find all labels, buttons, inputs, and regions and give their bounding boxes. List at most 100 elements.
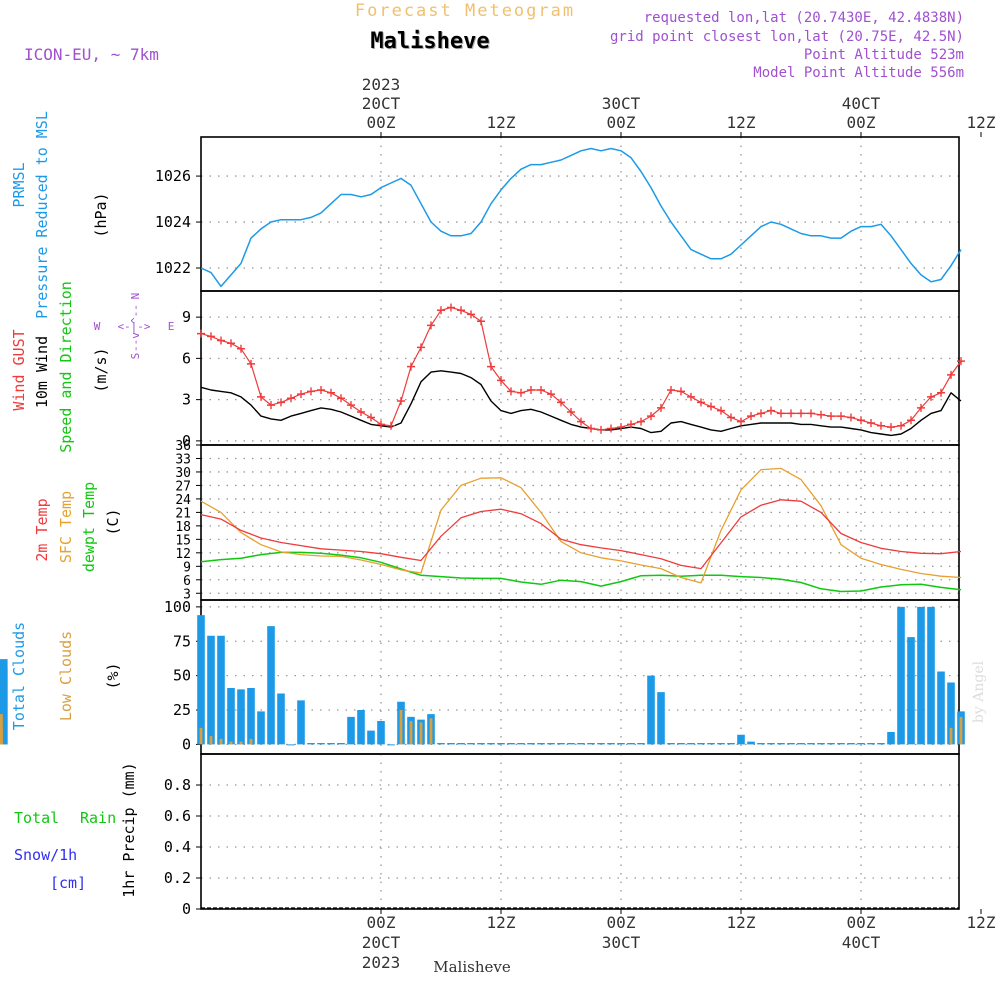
wind-gust-marker xyxy=(597,425,605,434)
ms-unit: (m/s) xyxy=(92,347,110,392)
total-cloud-bar xyxy=(267,626,275,745)
bottom-time-label: 40CT xyxy=(842,933,881,952)
total-cloud-bar xyxy=(757,743,765,745)
celsius-unit: (C) xyxy=(104,508,122,535)
total-label: Total xyxy=(14,809,59,827)
wind-gust-marker xyxy=(507,387,515,396)
wind-gust-marker xyxy=(627,420,635,429)
pressure-msl-label: Pressure Reduced to MSL xyxy=(33,111,51,319)
wind-gust-marker xyxy=(537,386,545,394)
total-cloud-bar xyxy=(517,743,525,745)
wind-gust-marker xyxy=(437,306,445,315)
total-cloud-bar xyxy=(317,743,325,745)
total-cloud-bar xyxy=(667,743,675,745)
total-cloud-bar xyxy=(637,743,645,745)
total-cloud-bar xyxy=(867,743,875,745)
wind-gust-marker xyxy=(407,362,415,371)
pressure-line xyxy=(200,147,962,288)
total-cloud-bar xyxy=(847,743,855,745)
total-cloud-bar xyxy=(697,743,705,745)
clouds-ytick-label: 75 xyxy=(173,632,191,650)
wind-gust-marker xyxy=(567,408,575,416)
wind-gust-marker xyxy=(617,423,625,432)
total-cloud-bar xyxy=(677,743,685,745)
wind-gust-marker xyxy=(867,419,875,427)
wind-speed-line xyxy=(200,370,962,437)
wind-gust-marker xyxy=(517,388,525,397)
pressure-ytick-label: 1024 xyxy=(155,213,191,231)
wind-gust-marker xyxy=(487,362,495,371)
total-cloud-bar xyxy=(467,743,475,745)
clouds-ytick-label: 0 xyxy=(182,735,191,753)
wind-gust-marker xyxy=(917,403,925,412)
wind-gust-marker xyxy=(237,344,245,353)
wind-gust-marker xyxy=(197,329,205,338)
total-cloud-bar xyxy=(777,743,785,745)
total-cloud-bar xyxy=(787,743,795,745)
total-cloud-bar xyxy=(207,635,215,745)
wind-gust-marker xyxy=(287,394,295,403)
temp-ytick-label: 15 xyxy=(175,533,191,548)
wind-gust-marker xyxy=(607,424,615,433)
snow-label: Snow/1h xyxy=(14,846,77,864)
top-time-label: 00Z xyxy=(847,113,876,132)
low-cloud-bar xyxy=(409,721,413,745)
total-cloud-bar xyxy=(737,734,745,745)
temp-ytick-label: 12 xyxy=(175,547,191,562)
temp2m-line xyxy=(200,499,962,570)
low-cloud-bar xyxy=(959,716,963,745)
top-time-label: 00Z xyxy=(367,113,396,132)
wind-gust-marker xyxy=(807,409,815,418)
top-time-label: 40CT xyxy=(842,94,881,113)
precip-ytick-label: 0.8 xyxy=(164,776,191,794)
bottom-time-label: 12Z xyxy=(967,913,996,932)
total-cloud-bar xyxy=(827,743,835,745)
wind-gust-marker xyxy=(877,421,885,430)
wind-gust-line xyxy=(200,306,962,431)
wind-gust-marker xyxy=(317,386,325,394)
total-cloud-bar xyxy=(347,716,355,745)
top-time-label: 12Z xyxy=(487,113,516,132)
total-cloud-bar xyxy=(537,743,545,745)
wind-gust-marker xyxy=(817,410,825,419)
wind-gust-marker xyxy=(757,409,765,418)
low-cloud-bar xyxy=(209,736,213,745)
grid-point-coords: grid point closest lon,lat (20.75E, 42.5… xyxy=(610,29,964,45)
wind-gust-marker xyxy=(907,416,915,425)
pressure-ytick-label: 1026 xyxy=(155,167,191,185)
total-cloud-bar xyxy=(547,743,555,745)
cloud-labels: Total Clouds Low Clouds (%) xyxy=(10,622,122,730)
wind-gust-marker xyxy=(427,321,435,330)
wind-gust-marker xyxy=(707,402,715,411)
compass-n-arrow: ^-- xyxy=(129,304,142,324)
point-altitude: Point Altitude 523m xyxy=(804,47,964,63)
compass-e: E xyxy=(168,320,175,333)
wind-gust-marker xyxy=(417,343,425,352)
total-cloud-bar xyxy=(657,692,665,745)
footer-location: Malisheve xyxy=(433,958,511,976)
total-cloud-bar xyxy=(377,721,385,745)
total-cloud-bar xyxy=(277,693,285,745)
pressure-ytick-label: 1022 xyxy=(155,259,191,277)
wind10m-label: 10m Wind xyxy=(33,336,51,408)
bottom-time-label: 12Z xyxy=(727,913,756,932)
wind-gust-marker xyxy=(357,408,365,416)
wind-gust-marker xyxy=(587,424,595,433)
total-cloud-bar xyxy=(807,743,815,745)
total-cloud-bar xyxy=(507,743,515,745)
wind-gust-marker xyxy=(777,409,785,418)
total-cloud-bar xyxy=(447,743,455,745)
total-cloud-bar xyxy=(307,743,315,745)
temp-panel-frame xyxy=(200,444,960,601)
wind-gust-marker xyxy=(857,416,865,425)
cm-unit: [cm] xyxy=(50,874,86,892)
total-cloud-bar xyxy=(357,710,365,745)
wind-gust-marker xyxy=(347,401,355,410)
total-cloud-bar xyxy=(877,743,885,745)
total-cloud-bar xyxy=(287,744,295,746)
low-cloud-bar xyxy=(249,738,253,745)
total-cloud-bar xyxy=(927,606,935,745)
wind-gust-marker xyxy=(267,401,275,410)
location-title: Malisheve xyxy=(370,29,489,54)
pressure-panel-frame xyxy=(200,136,960,292)
